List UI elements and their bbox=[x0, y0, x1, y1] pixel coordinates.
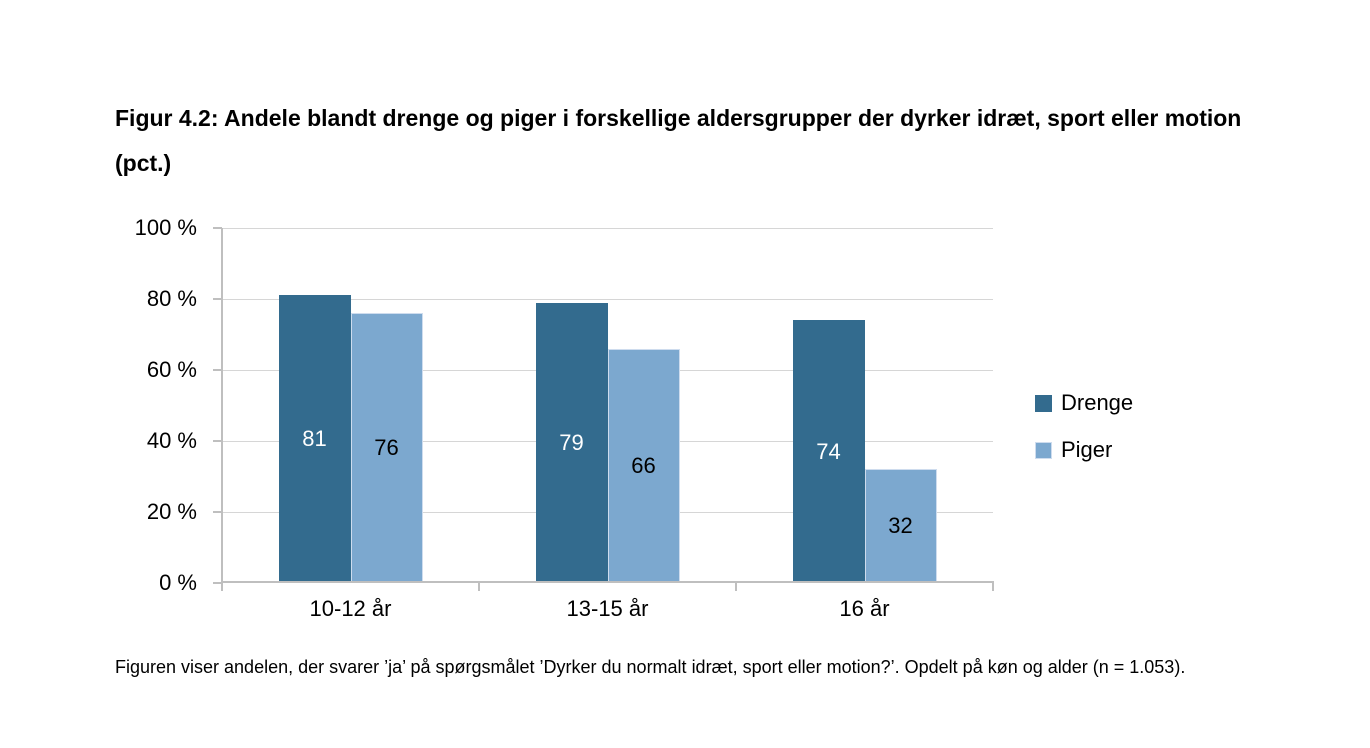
y-axis-tick bbox=[213, 227, 222, 229]
bar-value-label: 79 bbox=[559, 429, 584, 455]
y-axis-tick-label: 60 % bbox=[146, 357, 197, 382]
legend-entry-drenge: Drenge bbox=[1035, 392, 1133, 414]
y-axis-tick-label: 40 % bbox=[146, 428, 197, 453]
y-axis-tick-label: 0 % bbox=[159, 570, 197, 595]
x-axis-tick bbox=[992, 583, 994, 591]
y-axis-tick bbox=[213, 298, 222, 300]
x-axis-category-label: 13-15 år bbox=[566, 596, 649, 621]
y-axis-tick-label: 80 % bbox=[146, 286, 197, 311]
x-axis-tick bbox=[478, 583, 480, 591]
legend-label: Drenge bbox=[1061, 390, 1134, 415]
y-axis-tick-label: 20 % bbox=[146, 499, 197, 524]
y-axis-tick bbox=[213, 440, 222, 442]
y-axis-tick-label: 100 % bbox=[134, 215, 197, 240]
bar-drenge-10-12-år bbox=[278, 295, 351, 583]
plot-area: 81 76 79 66 74 32 bbox=[222, 227, 993, 583]
figure-title: Figur 4.2: Andele blandt drenge og piger… bbox=[115, 105, 1242, 176]
x-axis-category-label: 16 år bbox=[839, 596, 890, 621]
y-axis-tick bbox=[213, 369, 222, 371]
figure-footnote: Figuren viser andelen, der svarer ’ja’ p… bbox=[115, 657, 1186, 677]
gridline bbox=[222, 298, 993, 300]
legend-swatch-icon bbox=[1035, 394, 1052, 412]
y-axis-line bbox=[221, 228, 223, 584]
x-axis-tick bbox=[735, 583, 737, 591]
bar-value-label: 81 bbox=[302, 426, 327, 452]
bar-value-label: 76 bbox=[374, 435, 399, 461]
legend-label: Piger bbox=[1061, 437, 1113, 462]
legend-swatch-icon bbox=[1035, 441, 1052, 459]
y-axis-tick bbox=[213, 582, 222, 584]
gridline bbox=[222, 227, 993, 229]
bar-value-label: 32 bbox=[888, 513, 913, 539]
bar-drenge-13-15-år bbox=[535, 302, 608, 583]
x-axis-tick bbox=[221, 583, 223, 591]
bar-piger-13-15-år bbox=[607, 348, 680, 583]
y-axis-tick bbox=[213, 511, 222, 513]
x-axis-line bbox=[221, 581, 994, 583]
x-axis-category-label: 10-12 år bbox=[309, 596, 392, 621]
chart-legend: Drenge Piger bbox=[1035, 392, 1133, 486]
legend-entry-piger: Piger bbox=[1035, 439, 1133, 461]
bar-value-label: 66 bbox=[631, 452, 656, 478]
bar-value-label: 74 bbox=[816, 438, 841, 464]
bar-drenge-16-år bbox=[792, 320, 865, 583]
bar-piger-10-12-år bbox=[350, 313, 423, 583]
